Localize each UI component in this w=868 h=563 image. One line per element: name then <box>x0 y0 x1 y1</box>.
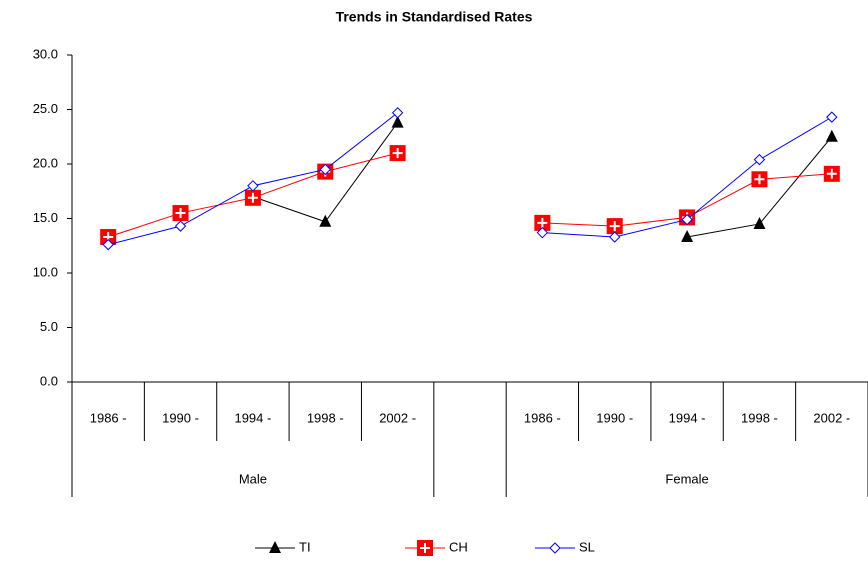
x-tick-label: 1990 - <box>162 410 199 425</box>
marker <box>681 230 694 243</box>
y-tick-label: 25.0 <box>33 101 58 116</box>
marker-plus <box>609 221 620 232</box>
y-tick-label: 30.0 <box>33 46 58 61</box>
marker <box>825 129 838 142</box>
y-tick-label: 10.0 <box>33 264 58 279</box>
marker-plus <box>537 217 548 228</box>
x-tick-label: 1994 - <box>234 410 271 425</box>
legend-label: CH <box>449 539 468 554</box>
marker-plus <box>420 543 430 553</box>
group-label: Female <box>665 471 708 486</box>
x-tick-label: 1986 - <box>90 410 127 425</box>
marker-plus <box>826 168 837 179</box>
marker <box>753 216 766 229</box>
x-tick-label: 1990 - <box>596 410 633 425</box>
marker <box>102 238 114 251</box>
marker <box>753 153 766 166</box>
x-tick-label: 1994 - <box>669 410 706 425</box>
x-tick-label: 1998 - <box>307 410 344 425</box>
series-line <box>108 112 398 246</box>
marker <box>247 180 259 192</box>
marker-plus <box>247 192 258 203</box>
x-tick-label: 1998 - <box>741 410 778 425</box>
marker <box>826 111 838 123</box>
marker <box>609 231 621 243</box>
marker <box>536 226 549 239</box>
marker-plus <box>754 174 765 185</box>
y-tick-label: 15.0 <box>33 210 58 225</box>
legend-label: SL <box>579 539 595 554</box>
marker-plus <box>392 148 403 159</box>
marker <box>391 107 404 119</box>
marker <box>269 541 281 553</box>
y-tick-label: 5.0 <box>40 319 58 334</box>
x-tick-label: 2002 - <box>379 410 416 425</box>
marker <box>319 214 332 227</box>
marker <box>319 163 331 176</box>
group-label: Male <box>239 471 267 486</box>
marker <box>549 542 561 554</box>
x-tick-label: 2002 - <box>813 410 850 425</box>
legend-label: TI <box>299 539 311 554</box>
x-tick-label: 1986 - <box>524 410 561 425</box>
marker <box>174 220 187 232</box>
y-tick-label: 20.0 <box>33 155 58 170</box>
y-tick-label: 0.0 <box>40 373 58 388</box>
marker <box>391 115 404 128</box>
chart-title: Trends in Standardised Rates <box>336 9 533 25</box>
marker <box>681 213 693 226</box>
marker-plus <box>175 208 186 219</box>
